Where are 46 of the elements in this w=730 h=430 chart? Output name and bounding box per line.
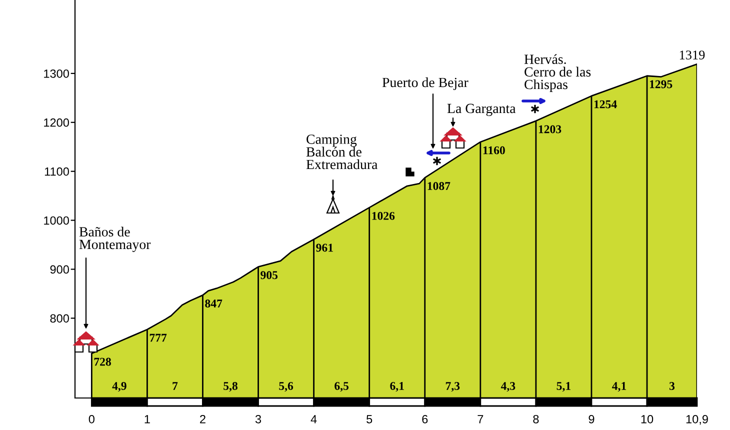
data-label: 1295 [650, 80, 672, 88]
y-tick-label: 800 [50, 314, 69, 323]
annotation: 5,1 [556, 382, 570, 392]
data-label: 1319 [680, 50, 705, 60]
annotation: La Garganta [447, 104, 516, 116]
x-tick-label: 10,9 [686, 414, 708, 425]
data-label: 961 [316, 244, 333, 252]
annotation: 3 [670, 382, 675, 390]
annotation: Puerto de Bejar [382, 77, 468, 90]
annotation: 4,3 [500, 382, 516, 392]
annotation: 4,9 [112, 382, 126, 392]
annotation: 6,1 [390, 382, 404, 392]
annotation: 7 [172, 382, 178, 390]
data-label: 728 [94, 358, 111, 366]
annotation: 5,6 [279, 382, 294, 392]
x-tick-label: 8 [533, 414, 539, 424]
x-tick-label: 5 [366, 415, 372, 424]
x-tick-label: 0 [88, 414, 94, 424]
x-tick-label: 2 [200, 414, 206, 424]
annotation: 5,8 [224, 382, 238, 392]
data-label: 1203 [538, 125, 562, 134]
annotation: Baños de Montemayor [79, 226, 151, 252]
x-tick-label: 10 [641, 414, 654, 424]
data-label: 905 [260, 271, 278, 280]
x-tick-label: 6 [422, 414, 428, 424]
data-label: 1087 [428, 182, 450, 190]
annotation: 6,5 [334, 382, 349, 392]
y-tick-label: 1300 [44, 69, 69, 78]
annotation: Hervás. Cerro de las Chispas [524, 54, 591, 92]
y-tick-label: 1200 [44, 118, 69, 127]
x-tick-label: 1 [144, 415, 150, 424]
data-label: 1026 [372, 212, 395, 220]
data-label: 777 [150, 334, 167, 342]
y-tick-label: 1100 [44, 167, 69, 176]
x-tick-label: 3 [255, 414, 262, 424]
annotation: Camping Balcón de Extremadura [306, 134, 378, 170]
annotation: 7,3 [446, 382, 460, 392]
x-tick-label: 4 [310, 415, 317, 424]
data-label: 1254 [594, 100, 617, 108]
y-tick-label: 1000 [44, 216, 69, 225]
x-tick-label: 9 [588, 414, 594, 424]
y-tick-label: 900 [50, 265, 69, 274]
data-label: 847 [205, 300, 222, 308]
x-tick-label: 7 [478, 415, 484, 424]
data-label: 1160 [483, 146, 505, 154]
annotation: 4,1 [612, 382, 626, 392]
